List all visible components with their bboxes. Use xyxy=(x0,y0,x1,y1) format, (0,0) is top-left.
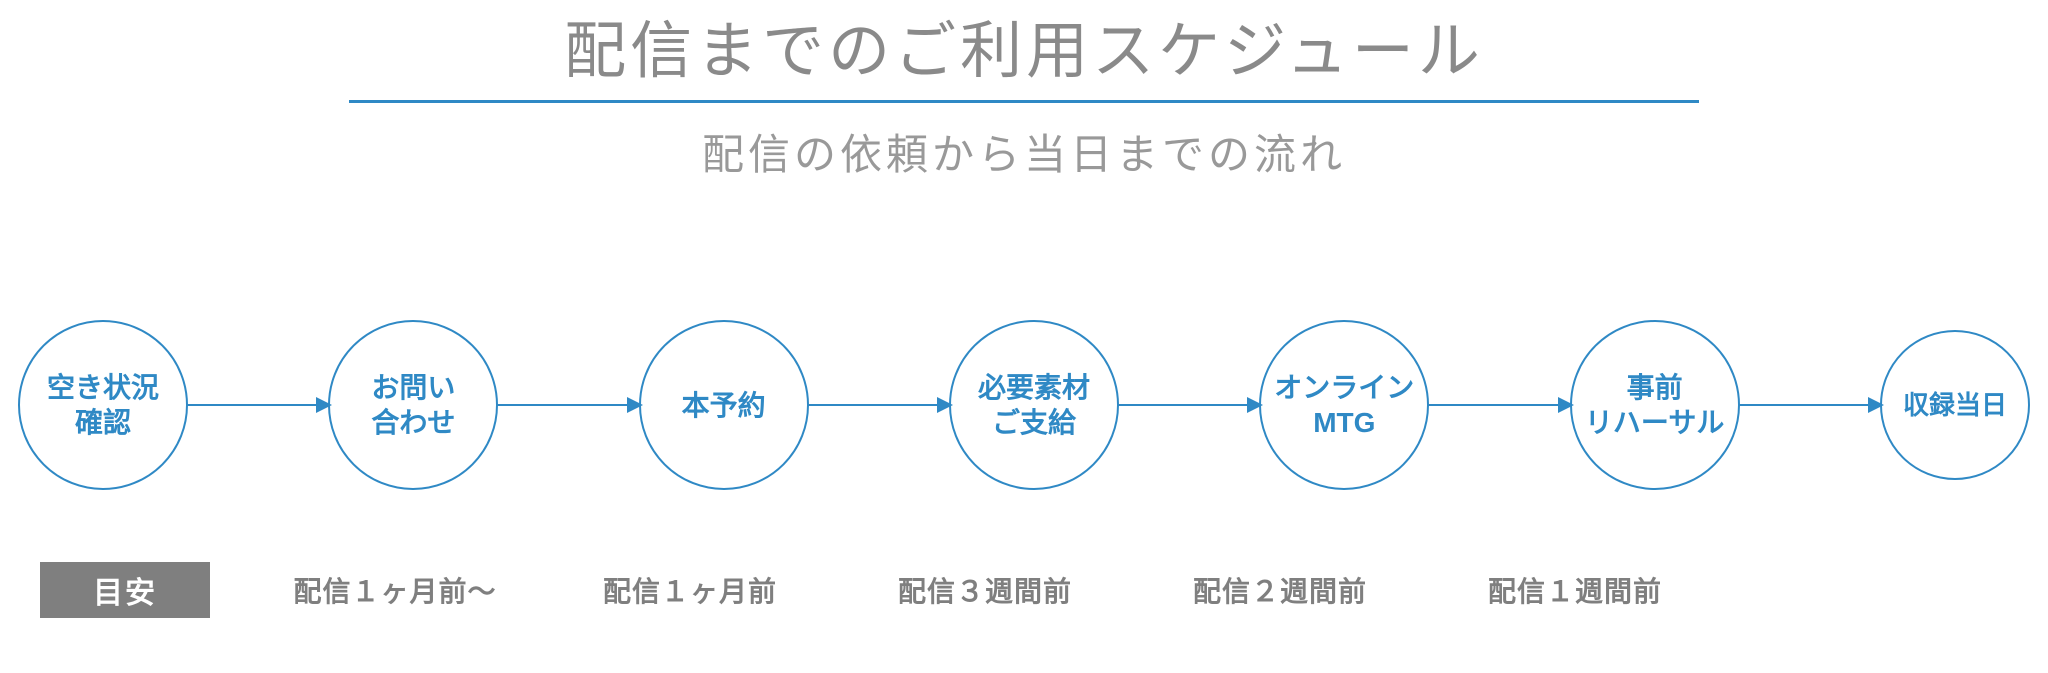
timing-label-1: 配信１ヶ月前〜 xyxy=(293,570,496,610)
step-circle-1: 空き状況 確認 xyxy=(18,320,188,490)
step-circle-4: 必要素材 ご支給 xyxy=(949,320,1119,490)
step-circle-3: 本予約 xyxy=(639,320,809,490)
title-rule xyxy=(349,100,1699,103)
step-circle-2: お問い 合わせ xyxy=(328,320,498,490)
timing-row: 目安 配信１ヶ月前〜 配信１ヶ月前 配信３週間前 配信２週間前 配信１週間前 xyxy=(0,560,2048,620)
step-circle-7: 収録当日 xyxy=(1880,330,2030,480)
page-subtitle: 配信の依頼から当日までの流れ xyxy=(0,121,2048,182)
flow-arrow-icon xyxy=(807,404,951,406)
step-circle-5: オンライン MTG xyxy=(1259,320,1429,490)
step-circle-6: 事前 リハーサル xyxy=(1570,320,1740,490)
header: 配信までのご利用スケジュール 配信の依頼から当日までの流れ xyxy=(0,0,2048,182)
flow-arrow-icon xyxy=(1117,404,1261,406)
flow-arrow-icon xyxy=(496,404,640,406)
page-title: 配信までのご利用スケジュール xyxy=(0,0,2048,100)
timing-label-3: 配信３週間前 xyxy=(898,570,1072,610)
timing-label-5: 配信１週間前 xyxy=(1488,570,1662,610)
flow-arrow-icon xyxy=(1427,404,1571,406)
flow-arrow-icon xyxy=(1738,404,1882,406)
timing-badge: 目安 xyxy=(40,562,210,618)
flow-arrow-icon xyxy=(186,404,330,406)
timing-label-2: 配信１ヶ月前 xyxy=(603,570,777,610)
flow-diagram: 空き状況 確認 お問い 合わせ 本予約 必要素材 ご支給 オンライン MTG 事… xyxy=(0,305,2048,505)
timing-label-4: 配信２週間前 xyxy=(1193,570,1367,610)
